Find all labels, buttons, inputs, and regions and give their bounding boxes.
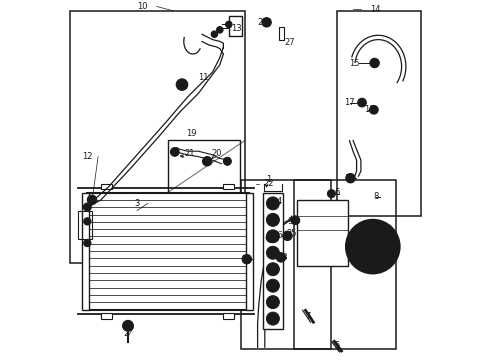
Text: 13: 13 [231,23,241,32]
Text: 5: 5 [334,341,340,350]
Circle shape [122,320,133,331]
Bar [242,180,331,349]
Circle shape [242,255,251,264]
Bar [87,193,248,310]
Circle shape [267,279,279,292]
Circle shape [283,231,292,240]
Text: 25: 25 [287,230,297,238]
Circle shape [358,98,367,107]
Circle shape [171,148,179,156]
Text: 15: 15 [349,58,360,68]
Circle shape [327,190,335,198]
Circle shape [266,233,275,242]
Circle shape [267,230,279,243]
Text: 16: 16 [344,174,355,183]
Bar [229,16,243,36]
Circle shape [225,21,232,28]
Circle shape [202,157,212,166]
Bar [101,313,112,319]
Circle shape [369,105,378,114]
Text: 27: 27 [285,38,295,47]
Circle shape [358,231,388,262]
Text: 4: 4 [276,197,282,206]
Bar [223,313,234,319]
Bar [223,184,234,189]
Circle shape [84,239,91,247]
Circle shape [291,216,300,225]
Bar [82,193,89,310]
Circle shape [267,213,279,226]
Circle shape [84,218,91,225]
Circle shape [285,233,290,238]
Text: 3: 3 [134,199,140,208]
Bar [337,11,421,216]
Text: 23: 23 [277,253,288,262]
Text: 14: 14 [370,4,381,13]
Text: 17: 17 [344,98,355,107]
Circle shape [211,31,218,37]
Circle shape [83,203,91,211]
Circle shape [267,263,279,276]
Circle shape [346,220,400,274]
Text: 26: 26 [272,231,283,240]
Text: 8: 8 [374,192,379,201]
Text: 18: 18 [364,105,374,114]
Text: 12: 12 [82,152,93,161]
Bar [77,211,92,239]
Bar [279,27,284,40]
Bar [71,11,245,263]
Text: 1: 1 [266,175,271,184]
Text: 22: 22 [263,179,273,188]
Bar [294,180,396,349]
Circle shape [276,253,286,262]
Circle shape [267,246,279,259]
Bar [168,140,240,202]
Circle shape [87,195,97,204]
Circle shape [370,58,379,68]
Circle shape [346,174,355,183]
Bar [101,184,112,189]
Bar [246,193,253,310]
Circle shape [217,27,223,33]
Text: 19: 19 [186,129,196,138]
Text: 28: 28 [257,18,268,27]
Text: 20: 20 [211,148,221,158]
Circle shape [267,312,279,325]
Circle shape [267,296,279,309]
Circle shape [267,197,279,210]
Text: 6: 6 [334,188,340,197]
Bar [297,200,347,266]
Circle shape [176,79,188,90]
Circle shape [223,157,231,165]
Text: 21: 21 [184,148,195,158]
Text: 7: 7 [305,312,311,321]
Text: 2: 2 [123,328,129,338]
Text: 11: 11 [198,73,209,82]
Text: 10: 10 [137,2,147,11]
Circle shape [262,18,271,27]
Circle shape [368,242,377,251]
Text: 24: 24 [242,255,252,264]
Bar [263,193,283,329]
Text: 9: 9 [287,217,293,226]
